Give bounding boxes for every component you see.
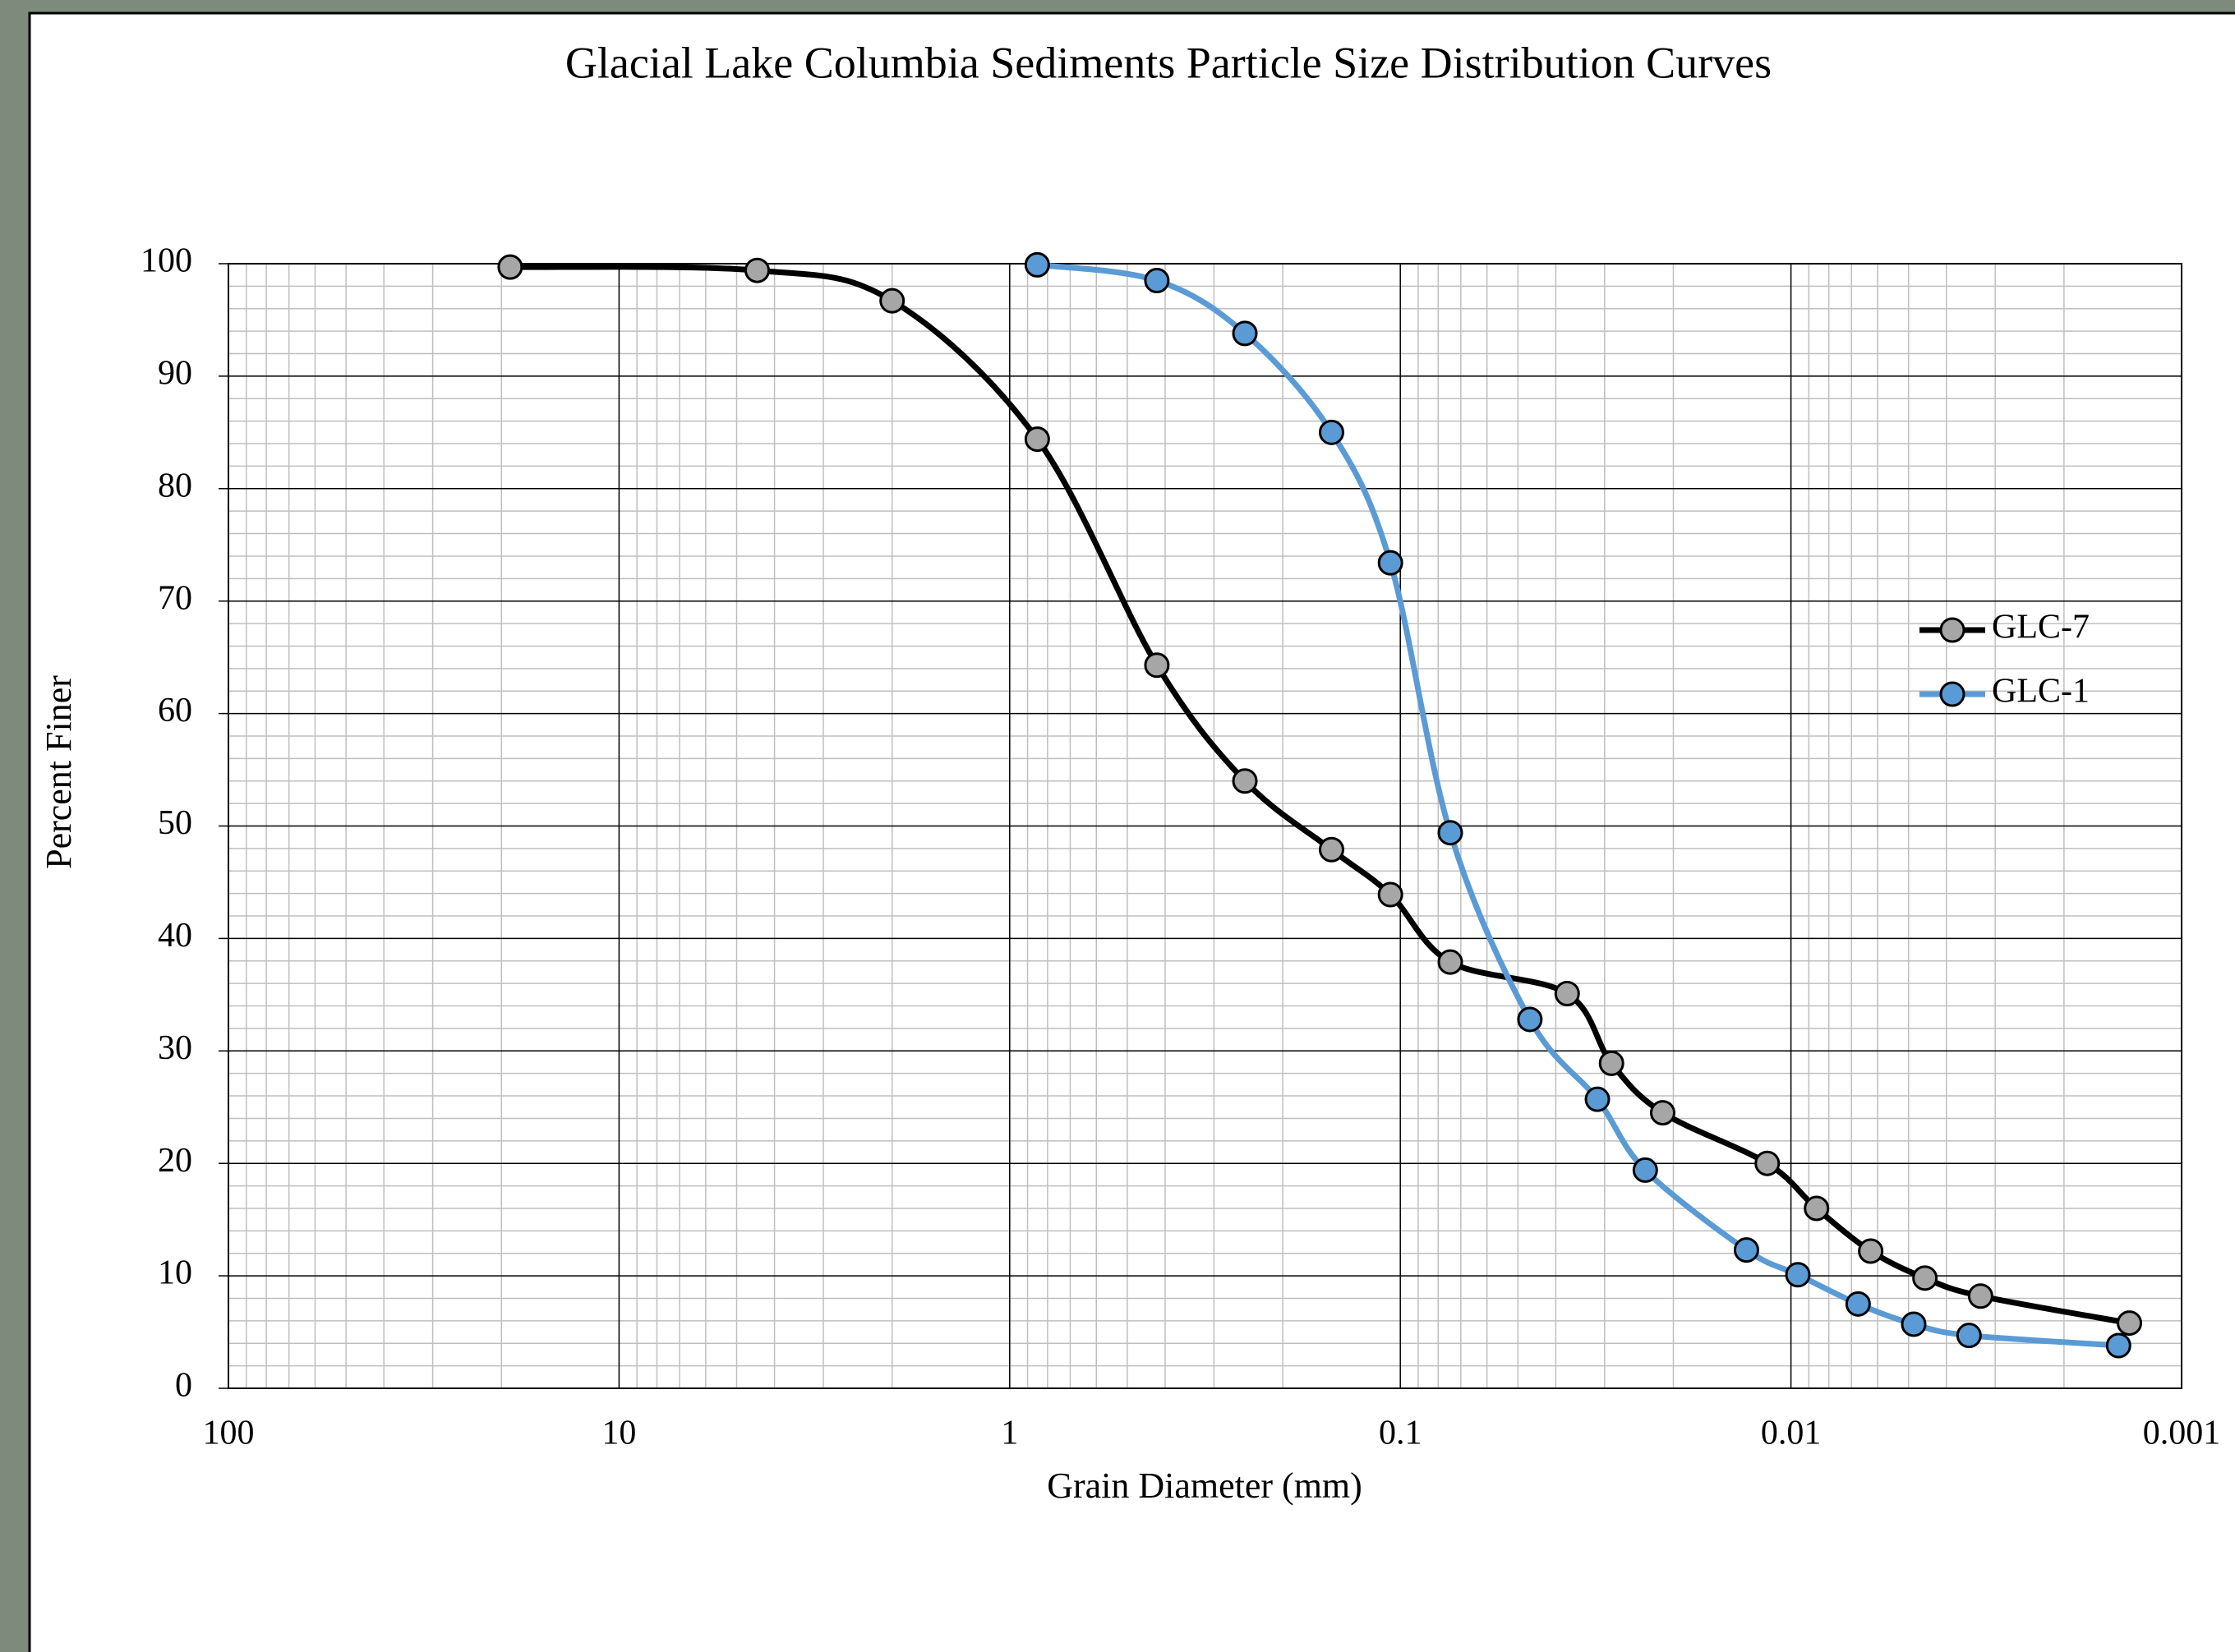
y-tick-label: 70 [158, 579, 192, 617]
x-tick-label: 0.1 [1379, 1415, 1422, 1452]
y-tick-label: 0 [175, 1367, 192, 1405]
y-tick-label: 30 [158, 1029, 192, 1067]
y-axis-label: Percent Finer [39, 675, 79, 869]
data-point [1232, 320, 1258, 347]
data-point [1754, 1150, 1781, 1176]
y-tick-label: 80 [158, 467, 192, 504]
data-point [1785, 1262, 1811, 1288]
data-point [1024, 251, 1050, 278]
chart-area [28, 12, 2235, 1652]
data-point [744, 257, 770, 283]
x-tick-label: 1 [1001, 1415, 1018, 1452]
y-tick-label: 10 [158, 1254, 192, 1292]
data-point [1598, 1050, 1624, 1076]
data-point [1144, 268, 1170, 294]
y-tick-label: 90 [158, 355, 192, 393]
data-point [1845, 1291, 1871, 1317]
legend-marker [1939, 681, 1965, 707]
plot-frame [228, 263, 2182, 1389]
x-tick-label: 100 [203, 1415, 255, 1452]
data-point [1912, 1265, 1938, 1291]
legend-marker [1939, 617, 1965, 643]
data-point [879, 288, 906, 314]
chart-title: Glacial Lake Columbia Sediments Particle… [565, 38, 1772, 87]
data-point [1437, 949, 1463, 975]
y-tick-label: 100 [141, 242, 192, 280]
legend-label: GLC-7 [1992, 609, 2090, 647]
x-tick-label: 0.01 [1761, 1415, 1822, 1452]
data-point [1901, 1311, 1927, 1337]
data-point [1024, 426, 1050, 453]
data-point [1733, 1237, 1759, 1263]
data-point [1517, 1006, 1543, 1033]
data-point [1956, 1323, 1982, 1349]
data-point [1437, 820, 1463, 846]
data-point [1632, 1157, 1658, 1183]
data-point [1967, 1283, 1993, 1309]
x-tick-label: 0.001 [2143, 1415, 2221, 1452]
data-point [2117, 1310, 2143, 1337]
data-point [1858, 1238, 1884, 1264]
data-point [1377, 881, 1403, 908]
data-point [2105, 1332, 2131, 1359]
y-tick-label: 40 [158, 917, 192, 955]
data-point [1584, 1086, 1611, 1112]
data-point [1144, 652, 1170, 679]
y-tick-label: 20 [158, 1142, 192, 1180]
y-tick-label: 60 [158, 692, 192, 729]
data-point [1804, 1195, 1830, 1222]
x-tick-label: 10 [601, 1415, 636, 1452]
data-point [1318, 836, 1344, 863]
data-point [1554, 980, 1580, 1006]
legend-label: GLC-1 [1992, 673, 2090, 711]
data-point [1649, 1100, 1675, 1126]
x-axis-label: Grain Diameter (mm) [1047, 1466, 1362, 1506]
y-tick-label: 50 [158, 804, 192, 842]
data-point [497, 254, 523, 280]
data-point [1377, 550, 1403, 576]
data-point [1318, 419, 1344, 445]
data-point [1232, 768, 1258, 794]
